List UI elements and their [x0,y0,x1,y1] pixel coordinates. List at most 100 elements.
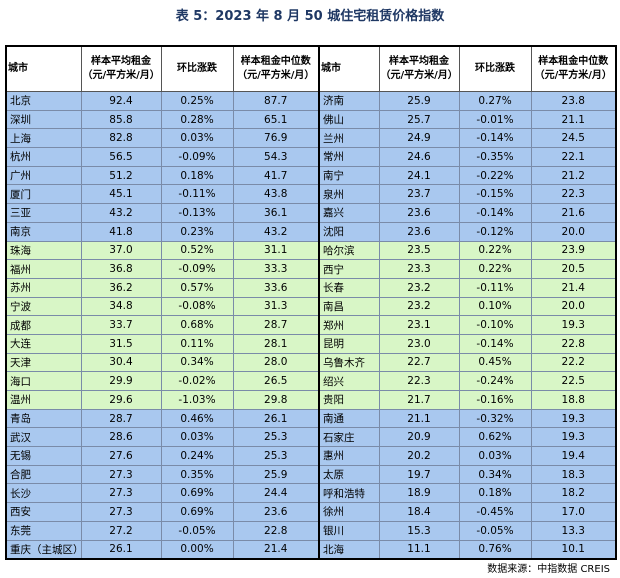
city-cell: 大连 [5,333,82,354]
city-cell: 西宁 [318,259,380,279]
value-cell: 0.62% [458,427,532,448]
value-cell: -0.10% [458,315,532,335]
table-body: 北京 92.4 0.25% 87.7 济南 25.9 0.27% 23.8 深圳 85.8 0.28… [5,91,617,560]
table-row: 长沙 27.3 0.69% 24.4 呼和浩特 18.9 0.18% 18.2 [5,483,617,504]
value-cell: 10.1 [530,539,617,560]
table-row: 福州 36.8 -0.09% 33.3 西宁 23.3 0.22% 20.5 [5,259,617,279]
value-cell: 43.2 [80,203,162,223]
title: 表 5：2023 年 8 月 50 城住宅租赁价格指数 [175,9,445,24]
table-row: 上海 82.8 0.03% 76.9 兰州 24.9 -0.14% 24.5 [5,128,617,149]
value-cell: -0.14% [458,333,532,354]
value-cell: 56.5 [80,147,162,167]
value-cell: -0.24% [458,371,532,391]
city-cell: 武汉 [5,427,82,448]
table-row: 武汉 28.6 0.03% 25.3 石家庄 20.9 0.62% 19.3 [5,427,617,448]
value-cell: 43.2 [232,221,320,242]
city-cell: 厦门 [5,184,82,205]
value-cell: 0.27% [458,91,532,111]
city-cell: 兰州 [318,128,380,149]
value-cell: 19.3 [530,427,617,448]
value-cell: 29.8 [232,390,320,410]
value-cell: 17.0 [530,502,617,522]
value-cell: 76.9 [232,128,320,149]
city-cell: 上海 [5,128,82,149]
value-cell: -0.15% [458,184,532,205]
value-cell: 31.3 [232,296,320,317]
value-cell: 13.3 [530,520,617,541]
value-cell: 0.46% [160,408,234,429]
value-cell: 0.03% [160,128,234,149]
value-cell: 20.5 [530,259,617,279]
value-cell: -0.09% [160,147,234,167]
value-cell: -0.02% [160,371,234,391]
value-cell: 0.25% [160,91,234,111]
value-cell: 21.6 [530,203,617,223]
city-cell: 珠海 [5,240,82,261]
city-cell: 海口 [5,371,82,391]
value-cell: 25.3 [232,446,320,466]
table-row: 大连 31.5 0.11% 28.1 昆明 23.0 -0.14% 22.8 [5,333,617,354]
value-cell: 31.1 [232,240,320,261]
value-cell: 45.1 [80,184,162,205]
value-cell: 25.7 [378,109,460,130]
value-cell: -0.05% [160,520,234,541]
table-row: 杭州 56.5 -0.09% 54.3 常州 24.6 -0.35% 22.1 [5,147,617,167]
city-cell: 西安 [5,502,82,522]
value-cell: 27.3 [80,502,162,522]
value-cell: 23.2 [378,277,460,298]
value-cell: -0.14% [458,203,532,223]
value-cell: 25.3 [232,427,320,448]
header-cell: 环比涨跌 [458,45,532,92]
table-row: 苏州 36.2 0.57% 33.6 长春 23.2 -0.11% 21.4 [5,277,617,298]
value-cell: 22.8 [232,520,320,541]
city-cell: 广州 [5,165,82,186]
city-cell: 常州 [318,147,380,167]
city-cell: 惠州 [318,446,380,466]
city-cell: 青岛 [5,408,82,429]
value-cell: 0.24% [160,446,234,466]
value-cell: 31.5 [80,333,162,354]
value-cell: 33.7 [80,315,162,335]
value-cell: 19.3 [530,408,617,429]
header-unit: （元/平方米/月） [237,70,315,81]
value-cell: 22.8 [530,333,617,354]
value-cell: 24.1 [378,165,460,186]
value-cell: 0.69% [160,483,234,504]
header-cell: 城市 [5,45,82,92]
city-cell: 银川 [318,520,380,541]
city-cell: 徐州 [318,502,380,522]
value-cell: 0.52% [160,240,234,261]
value-cell: 0.68% [160,315,234,335]
table-row: 南京 41.8 0.23% 43.2 沈阳 23.6 -0.12% 20.0 [5,221,617,242]
header-unit: （元/平方米/月） [380,70,458,81]
value-cell: 85.8 [80,109,162,130]
header-label: 样本租金中位数 [538,56,609,67]
value-cell: 23.6 [232,502,320,522]
city-cell: 哈尔滨 [318,240,380,261]
value-cell: 29.6 [80,390,162,410]
value-cell: 19.7 [378,464,460,485]
value-cell: 22.2 [530,352,617,373]
value-cell: -0.35% [458,147,532,167]
value-cell: 21.1 [530,109,617,130]
value-cell: -0.22% [458,165,532,186]
city-cell: 石家庄 [318,427,380,448]
value-cell: 21.1 [378,408,460,429]
value-cell: 33.6 [232,277,320,298]
value-cell: 0.18% [160,165,234,186]
value-cell: 0.22% [458,240,532,261]
table-row: 东莞 27.2 -0.05% 22.8 银川 15.3 -0.05% 13.3 [5,520,617,541]
value-cell: 0.76% [458,539,532,560]
value-cell: 51.2 [80,165,162,186]
value-cell: 25.9 [232,464,320,485]
table-row: 深圳 85.8 0.28% 65.1 佛山 25.7 -0.01% 21.1 [5,109,617,130]
city-cell: 南京 [5,221,82,242]
value-cell: 18.2 [530,483,617,504]
city-cell: 杭州 [5,147,82,167]
city-cell: 南昌 [318,296,380,317]
value-cell: 11.1 [378,539,460,560]
header-label: 样本平均租金 [91,56,151,67]
value-cell: 22.3 [530,184,617,205]
value-cell: 0.10% [458,296,532,317]
header-cell: 样本租金中位数 （元/平方米/月） [232,45,320,92]
